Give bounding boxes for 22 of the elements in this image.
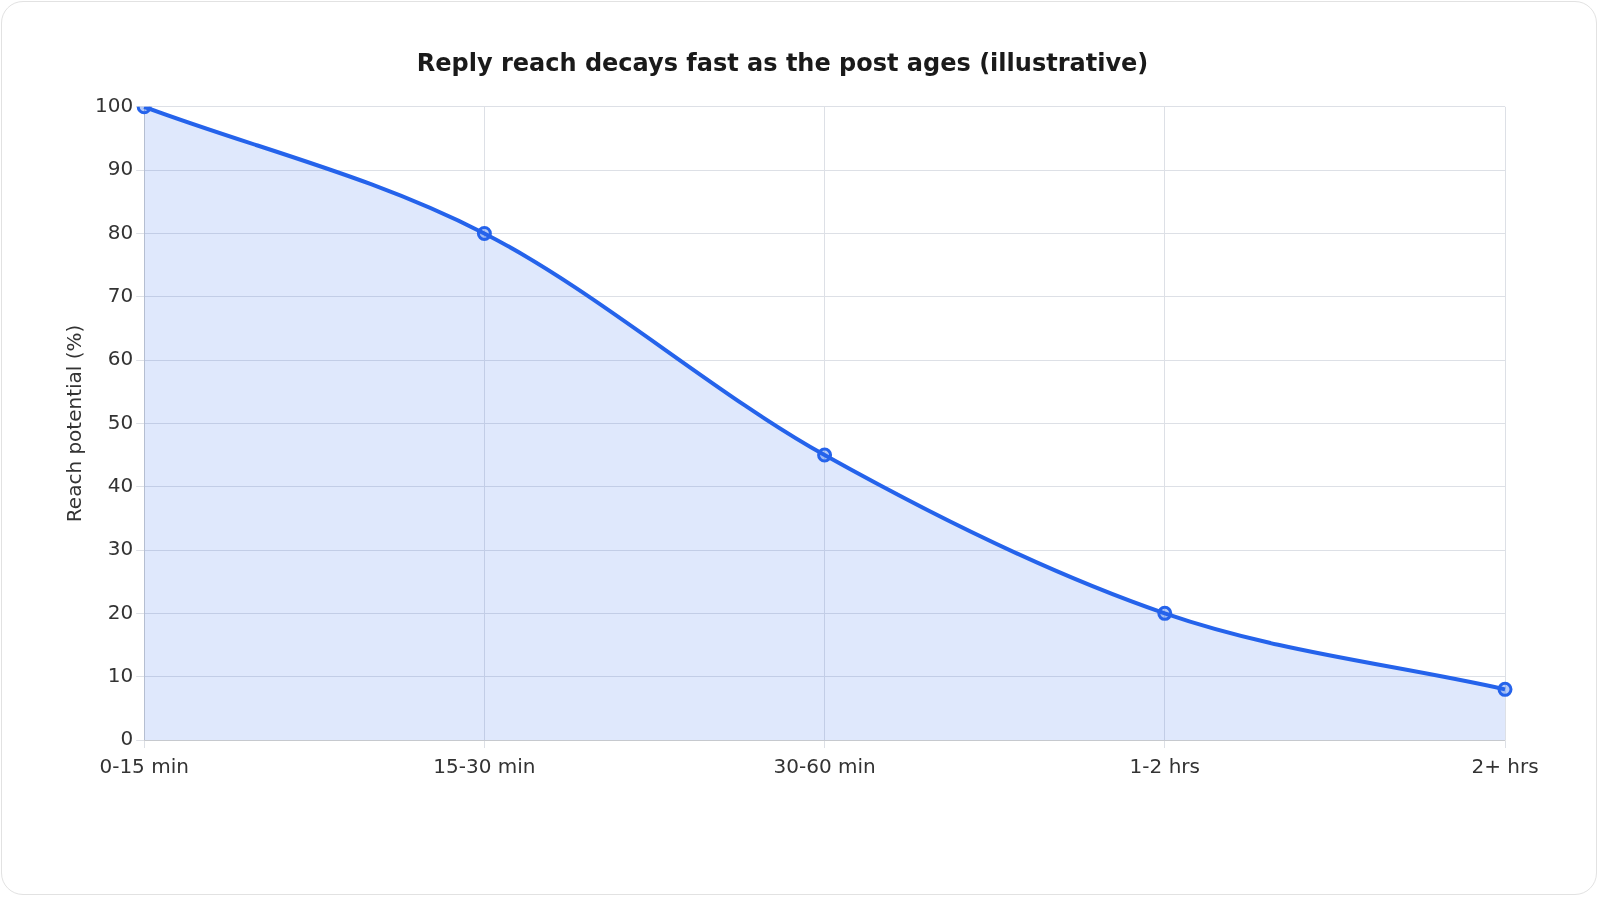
x-tick-label: 2+ hrs bbox=[1471, 754, 1539, 779]
y-tick-label: 50 bbox=[107, 409, 134, 434]
y-tick-label: 20 bbox=[107, 599, 134, 624]
y-tick-label: 100 bbox=[94, 93, 134, 117]
point bbox=[817, 447, 833, 463]
y-tick-label: 90 bbox=[107, 156, 134, 181]
y-tick-label: 60 bbox=[107, 346, 134, 371]
y-axis-title: Reach potential (%) bbox=[62, 324, 87, 523]
point bbox=[1157, 605, 1173, 621]
y-tick-label: 70 bbox=[107, 282, 134, 307]
point bbox=[476, 225, 492, 241]
x-tick-label: 15-30 min bbox=[433, 754, 536, 779]
y-tick-label: 80 bbox=[107, 219, 134, 244]
x-tick-label: 0-15 min bbox=[99, 754, 189, 779]
y-tick-label: 40 bbox=[107, 472, 134, 497]
y-tick-label: 0 bbox=[120, 726, 134, 751]
point bbox=[1497, 681, 1513, 697]
chart-title: Reply reach decays fast as the post ages (illustrative) bbox=[416, 48, 1149, 77]
y-tick-label: 30 bbox=[107, 536, 134, 561]
y-tick-label: 10 bbox=[107, 662, 134, 687]
x-tick-label: 30-60 min bbox=[773, 754, 876, 779]
x-tick-label: 1-2 hrs bbox=[1129, 754, 1200, 779]
